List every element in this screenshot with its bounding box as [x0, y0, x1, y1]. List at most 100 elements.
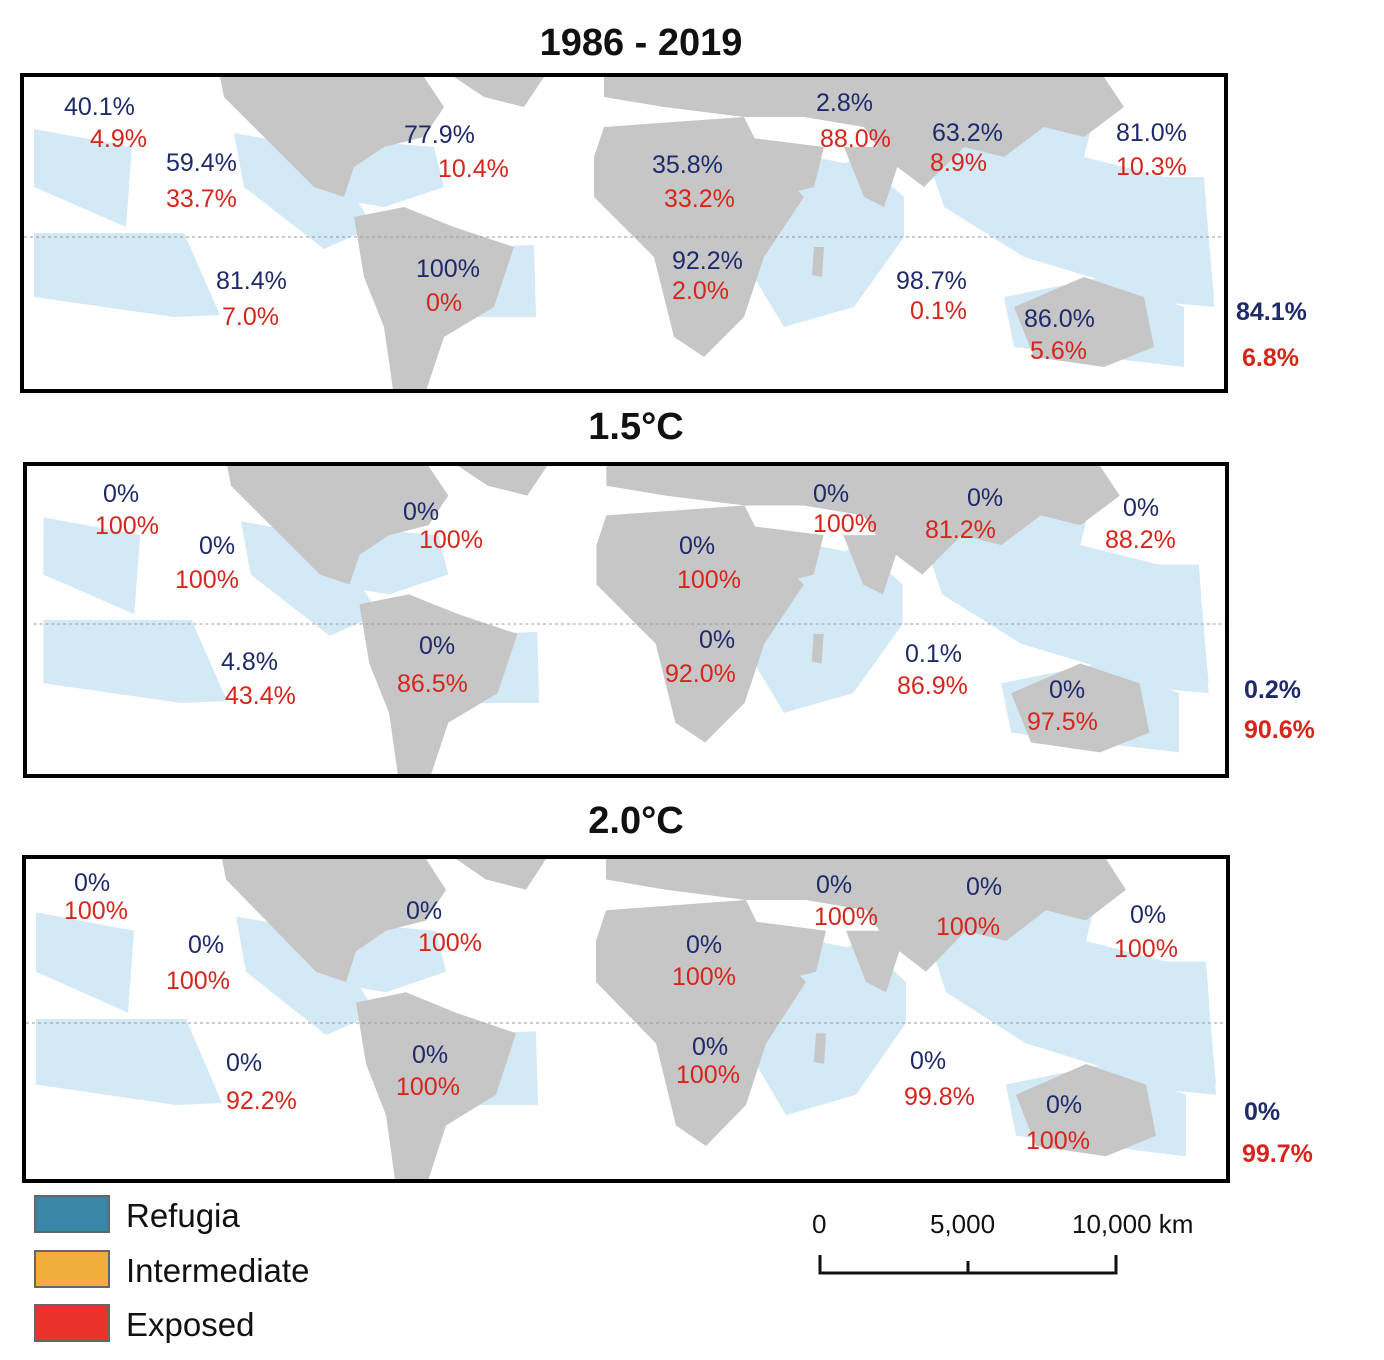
legend-label: Exposed: [126, 1306, 255, 1343]
total-exposed-label: 99.7%: [1242, 1140, 1313, 1168]
region-exposed-label: 86.5%: [397, 670, 468, 698]
total-exposed-label: 90.6%: [1244, 716, 1315, 744]
region-exposed-label: 8.9%: [930, 149, 987, 177]
land-south-america: [359, 594, 518, 774]
region-exposed-label: 100%: [95, 512, 159, 540]
region-refugia-label: 63.2%: [932, 119, 1003, 147]
ocean-region-west-pacific: [1086, 961, 1216, 1095]
scale-bar: 0 5,000 10,000 km: [800, 1205, 1220, 1285]
region-exposed-label: 33.7%: [166, 185, 237, 213]
region-refugia-label: 0%: [967, 484, 1004, 512]
land-europe-asia: [604, 77, 1124, 187]
region-exposed-label: 0.1%: [910, 297, 967, 325]
region-exposed-label: 10.3%: [1116, 153, 1187, 181]
region-refugia-label: 0.1%: [905, 640, 962, 668]
world-map: [24, 77, 1224, 389]
region-refugia-label: 0%: [199, 532, 236, 560]
region-exposed-label: 100%: [64, 897, 128, 925]
region-refugia-label: 0%: [1049, 676, 1086, 704]
region-exposed-label: 33.2%: [664, 185, 735, 213]
ocean-region-north-pacific: [34, 129, 132, 227]
land-madagascar: [811, 633, 824, 664]
land-south-america: [354, 207, 514, 389]
total-exposed-label: 6.8%: [1242, 344, 1299, 372]
legend-label: Refugia: [126, 1197, 240, 1234]
land-india: [844, 147, 904, 207]
region-exposed-label: 100%: [814, 903, 878, 931]
ocean-region-east-pacific: [234, 133, 374, 249]
region-refugia-label: 0%: [1046, 1091, 1083, 1119]
region-exposed-label: 100%: [419, 526, 483, 554]
region-exposed-label: 92.2%: [226, 1087, 297, 1115]
ocean-region-north-pacific: [43, 517, 141, 615]
land-india: [846, 930, 906, 993]
land-australia: [1016, 1064, 1156, 1157]
region-refugia-label: 0%: [403, 498, 440, 526]
region-refugia-label: 0%: [966, 873, 1003, 901]
region-exposed-label: 100%: [676, 1061, 740, 1089]
world-map: [26, 859, 1226, 1179]
panel-title: 2.0°C: [588, 800, 684, 842]
region-refugia-label: 0%: [686, 931, 723, 959]
ocean-region-east-pacific: [236, 916, 376, 1036]
region-exposed-label: 2.0%: [672, 277, 729, 305]
land-north-america: [220, 77, 444, 197]
region-exposed-label: 100%: [1026, 1127, 1090, 1155]
total-refugia-label: 0%: [1244, 1098, 1281, 1126]
region-exposed-label: 100%: [1114, 935, 1178, 963]
ocean-region-north-pacific: [36, 912, 134, 1013]
scale-bar-line: [818, 1255, 1118, 1275]
region-refugia-label: 0%: [679, 532, 716, 560]
region-refugia-label: 4.8%: [221, 648, 278, 676]
map-panel-2-0c: 0% 100% 0% 100% 0% 100% 0% 92.2% 0% 100%…: [22, 855, 1230, 1183]
region-refugia-label: 98.7%: [896, 267, 967, 295]
region-exposed-label: 0%: [426, 289, 463, 317]
region-exposed-label: 100%: [175, 566, 239, 594]
land-arabia: [744, 525, 824, 585]
land-india: [843, 535, 903, 595]
region-exposed-label: 7.0%: [222, 303, 279, 331]
land-greenland: [456, 859, 546, 890]
ocean-region-south-pacific: [34, 233, 220, 317]
region-refugia-label: 92.2%: [672, 247, 743, 275]
ocean-region-west-pacific: [1080, 564, 1209, 694]
total-refugia-label: 0.2%: [1244, 676, 1301, 704]
region-refugia-label: 0%: [1123, 494, 1160, 522]
scale-tick-label: 10,000 km: [1072, 1209, 1194, 1239]
ocean-region-west-pacific: [1084, 177, 1214, 307]
region-exposed-label: 100%: [166, 967, 230, 995]
total-refugia-label: 84.1%: [1236, 298, 1307, 326]
region-exposed-label: 10.4%: [438, 155, 509, 183]
panel-title: 1986 - 2019: [539, 22, 743, 64]
land-north-america: [222, 859, 446, 982]
region-exposed-label: 99.8%: [904, 1083, 975, 1111]
region-refugia-label: 0%: [699, 626, 736, 654]
region-exposed-label: 100%: [396, 1073, 460, 1101]
region-refugia-label: 77.9%: [404, 121, 475, 149]
region-exposed-label: 97.5%: [1027, 708, 1098, 736]
land-greenland: [458, 466, 548, 496]
region-refugia-label: 0%: [103, 480, 140, 508]
region-refugia-label: 40.1%: [64, 93, 135, 121]
region-refugia-label: 0%: [813, 480, 850, 508]
land-australia: [1011, 663, 1150, 753]
land-australia: [1014, 277, 1154, 367]
region-refugia-label: 0%: [419, 632, 456, 660]
land-madagascar: [812, 247, 824, 277]
region-exposed-label: 100%: [672, 963, 736, 991]
region-refugia-label: 0%: [188, 931, 225, 959]
region-refugia-label: 35.8%: [652, 151, 723, 179]
region-refugia-label: 59.4%: [166, 149, 237, 177]
land-madagascar: [814, 1033, 826, 1064]
map-panel-1-5c: 0% 100% 0% 100% 0% 100% 4.8% 43.4% 0% 86…: [23, 462, 1229, 778]
region-exposed-label: 86.9%: [897, 672, 968, 700]
legend-label: Intermediate: [126, 1252, 310, 1289]
region-refugia-label: 0%: [412, 1041, 449, 1069]
region-refugia-label: 86.0%: [1024, 305, 1095, 333]
region-exposed-label: 92.0%: [665, 660, 736, 688]
ocean-region-south-pacific: [43, 620, 228, 703]
region-exposed-label: 88.0%: [820, 125, 891, 153]
land-arabia: [744, 137, 824, 197]
legend-swatch: [34, 1195, 110, 1233]
land-greenland: [454, 77, 544, 107]
